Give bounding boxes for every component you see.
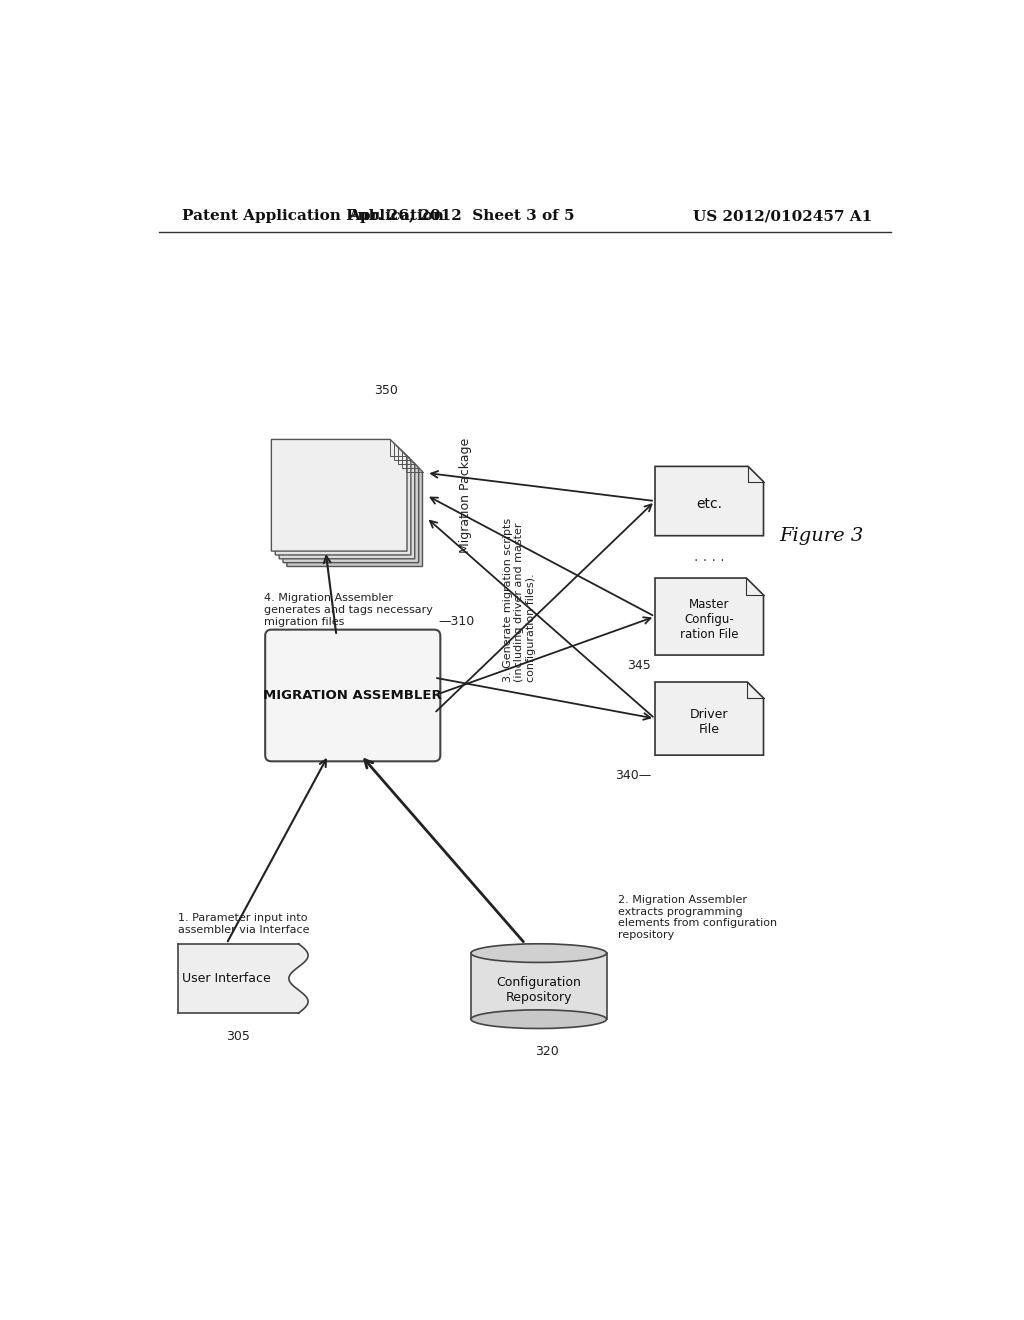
Polygon shape [178, 944, 308, 1014]
Text: Configuration
Repository: Configuration Repository [497, 975, 582, 1005]
Text: 1. Parameter input into
assembler via Interface: 1. Parameter input into assembler via In… [178, 913, 310, 935]
Polygon shape [271, 440, 407, 552]
Text: 3. Generate migration scripts
(including driver and master
configuration files).: 3. Generate migration scripts (including… [503, 517, 536, 682]
Text: Master
Configu-
ration File: Master Configu- ration File [680, 598, 738, 642]
Polygon shape [283, 451, 419, 562]
Polygon shape [280, 447, 415, 558]
Text: etc.: etc. [696, 498, 722, 511]
Text: US 2012/0102457 A1: US 2012/0102457 A1 [693, 209, 872, 223]
Ellipse shape [471, 944, 606, 962]
Text: Apr. 26, 2012  Sheet 3 of 5: Apr. 26, 2012 Sheet 3 of 5 [348, 209, 574, 223]
Polygon shape [655, 466, 764, 536]
Polygon shape [287, 455, 423, 566]
Text: Driver
File: Driver File [690, 708, 728, 735]
Ellipse shape [471, 1010, 606, 1028]
Text: 320: 320 [535, 1045, 558, 1059]
Text: —310: —310 [438, 615, 474, 628]
Text: 4. Migration Assembler
generates and tags necessary
migration files: 4. Migration Assembler generates and tag… [263, 594, 432, 627]
Text: 350: 350 [374, 384, 397, 397]
Text: 340—: 340— [614, 770, 651, 781]
Bar [471, 953, 606, 1019]
Polygon shape [275, 444, 411, 554]
Text: 305: 305 [226, 1030, 251, 1043]
Text: Figure 3: Figure 3 [779, 527, 864, 545]
Text: MIGRATION ASSEMBLER: MIGRATION ASSEMBLER [263, 689, 442, 702]
Polygon shape [655, 578, 764, 655]
FancyBboxPatch shape [265, 630, 440, 762]
Text: . . . .: . . . . [694, 550, 725, 564]
Text: 345: 345 [628, 659, 651, 672]
Text: 2. Migration Assembler
extracts programming
elements from configuration
reposito: 2. Migration Assembler extracts programm… [618, 895, 777, 940]
Polygon shape [655, 682, 764, 755]
Text: Migration Package: Migration Package [459, 438, 472, 553]
Text: Patent Application Publication: Patent Application Publication [182, 209, 444, 223]
Text: User Interface: User Interface [182, 972, 270, 985]
